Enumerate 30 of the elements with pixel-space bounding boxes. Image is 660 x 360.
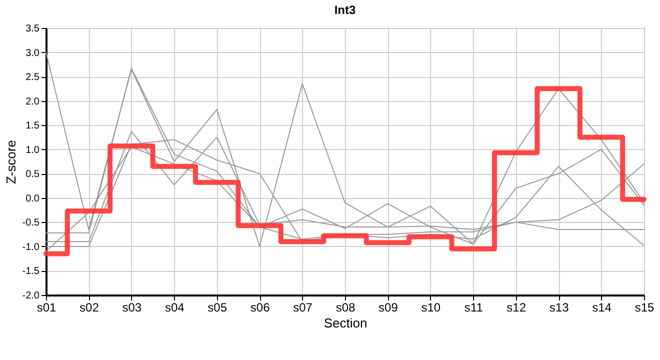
x-tick-label: s06 — [250, 300, 270, 314]
x-tick-label: s03 — [122, 300, 142, 314]
chart-title: Int3 — [334, 3, 356, 17]
y-tick-label: -0.5 — [22, 218, 40, 229]
x-axis-title: Section — [324, 316, 368, 330]
y-tick-label: 2.5 — [26, 72, 40, 84]
y-tick-label: 0.0 — [26, 193, 40, 204]
x-tick-label: s02 — [80, 300, 100, 314]
y-tick-label: 1.0 — [26, 144, 40, 156]
y-tick-label: 3.0 — [26, 48, 40, 59]
x-tick-label: s14 — [592, 300, 612, 314]
x-tick-label: s15 — [634, 300, 654, 314]
x-tick-label: s13 — [549, 300, 570, 314]
x-tick-label: s11 — [464, 300, 484, 314]
y-axis-title: Z-score — [3, 140, 18, 184]
x-tick-label: s09 — [378, 300, 398, 314]
x-tick-label: s10 — [421, 300, 441, 314]
x-tick-label: s04 — [164, 300, 185, 314]
y-tick-label: 1.5 — [26, 120, 40, 132]
x-tick-label: s12 — [506, 300, 526, 314]
x-tick-label: s07 — [293, 300, 313, 314]
x-tick-label: s05 — [208, 300, 228, 314]
y-tick-label: 2.0 — [26, 96, 40, 108]
x-tick-label: s08 — [336, 300, 356, 314]
y-tick-label: -1.0 — [22, 242, 40, 253]
y-tick-label: 0.5 — [26, 169, 40, 180]
x-tick-label: s01 — [36, 300, 56, 314]
y-tick-label: 3.5 — [26, 24, 40, 34]
y-tick-label: -1.5 — [22, 266, 40, 278]
y-tick-label: -2.0 — [22, 290, 40, 302]
